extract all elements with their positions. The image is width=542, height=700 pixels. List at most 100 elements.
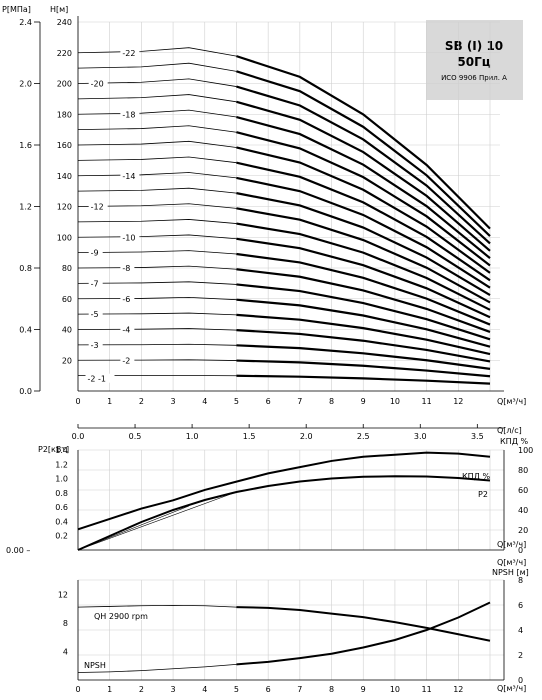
head-curve-stage-8-operating <box>236 268 491 333</box>
power-curve-label: P2 <box>478 490 488 499</box>
head-curve-stage-4-part-load <box>77 328 237 331</box>
stage-label-background <box>88 339 103 349</box>
y-tick-npsh: 2 <box>518 651 523 660</box>
y-tick-efficiency: 100 <box>518 446 533 455</box>
head-curve-stage-21-part-load <box>77 62 237 72</box>
x-tick-flow: 7 <box>297 397 302 406</box>
y-tick-power: 1.0 <box>55 475 68 484</box>
y-tick-power: 0.8 <box>55 489 68 498</box>
head-curve-stage-14-part-load <box>77 172 237 179</box>
head-curve-stage-17-part-load <box>77 125 237 133</box>
x-tick-flow: 1 <box>107 397 112 406</box>
head-curve-stage-22-operating <box>236 55 491 230</box>
x-tick-flow: 12 <box>453 397 463 406</box>
x-tick-flow: 2 <box>139 685 144 694</box>
stage-label-background <box>120 109 140 119</box>
y-tick-npsh: 0 <box>518 676 523 685</box>
head-curve-stage-12-part-load <box>77 203 237 209</box>
y-tick-pressure: 0.4 <box>19 326 32 335</box>
stage-label-background <box>120 232 140 242</box>
y-axis-pressure-label: P[МПа] <box>2 5 31 14</box>
x-tick-flow: 4 <box>202 685 207 694</box>
stage-label: -5 <box>91 310 99 319</box>
y-tick-head: 80 <box>62 264 72 273</box>
x-tick-flow: 8 <box>329 397 334 406</box>
head-curve-stage-9-part-load <box>77 250 237 255</box>
head-curve-stage-6-operating <box>236 298 491 348</box>
x-tick-flow: 11 <box>422 397 432 406</box>
y-tick-head-small: 8 <box>63 619 68 628</box>
head-curve-stage-1-operating <box>236 374 491 385</box>
head-curve-stage-3-operating <box>236 344 491 370</box>
y-tick-efficiency: 40 <box>518 506 528 515</box>
head-curve-stage-5-operating <box>236 313 491 356</box>
stage-label-background <box>120 170 140 180</box>
x-axis-flow-label: Q[м³/ч] <box>497 684 526 693</box>
x-tick-flow: 0 <box>75 685 80 694</box>
x-tick-flow: 9 <box>361 397 366 406</box>
stage-label: -20 <box>91 80 104 89</box>
y-tick-head: 60 <box>62 295 72 304</box>
stage-label-background <box>120 355 135 365</box>
power-efficiency-chart: P2[кВт] КПД % Q[м³/ч] 0.2 0.4 0.6 0.8 1.0 1.2 1.4… <box>6 437 533 555</box>
head-curve-stage-18-operating <box>236 115 491 260</box>
y-tick-power: 1.2 <box>55 460 68 469</box>
y-tick-pressure: 0.8 <box>19 264 32 273</box>
qh-curve-operating <box>236 606 491 642</box>
stage-label-background <box>88 278 103 288</box>
x2-tick-flow-ls: 2.0 <box>300 432 313 441</box>
stage-label: -10 <box>122 233 135 242</box>
efficiency-curve-label: КПД % <box>462 472 490 481</box>
y-tick-head: 120 <box>57 203 72 212</box>
head-curve-stage-12-operating <box>236 207 491 304</box>
head-curve-stage-4-operating <box>236 329 491 363</box>
head-curve-stage-18-part-load <box>77 109 237 118</box>
head-curve-stage-20-operating <box>236 85 491 245</box>
y-tick-efficiency: 80 <box>518 466 528 475</box>
x-tick-flow: 10 <box>390 397 400 406</box>
head-curve-stage-17-operating <box>236 131 491 267</box>
y-tick-head: 140 <box>57 172 72 181</box>
stage-label-background <box>88 309 103 319</box>
y-tick-npsh: 6 <box>518 601 523 610</box>
x-tick-flow: 0 <box>75 397 80 406</box>
head-curve-stage-20-part-load <box>77 78 237 87</box>
head-curve-stage-7-operating <box>236 283 491 341</box>
x-tick-flow: 10 <box>390 685 400 694</box>
x2-tick-flow-ls: 0.5 <box>129 432 142 441</box>
efficiency-guide-line <box>77 491 237 551</box>
y-tick-pressure: 1.6 <box>19 141 32 150</box>
head-curve-stage-19-part-load <box>77 94 237 103</box>
head-curve-stage-15-part-load <box>77 156 237 164</box>
stage-label: -22 <box>122 49 135 58</box>
head-curve-stage-13-part-load <box>77 187 237 194</box>
head-curve-stage-21-operating <box>236 70 491 237</box>
y-tick-power: 1.4 <box>55 446 68 455</box>
stage-label: -14 <box>122 172 135 181</box>
y-tick-head: 20 <box>62 356 72 365</box>
head-curve-stage-10-part-load <box>77 234 237 240</box>
head-curve-stage-11-part-load <box>77 219 237 224</box>
stage-label-background <box>88 247 103 257</box>
title-box: SB (I) 10 50Гц ИСО 9906 Прил. А <box>426 20 523 100</box>
x2-tick-flow-ls: 1.0 <box>186 432 199 441</box>
stage-label-background <box>88 78 108 88</box>
x2-axis-flow-ls-label: Q[л/с] <box>497 426 522 435</box>
stage-label: -18 <box>122 110 135 119</box>
x2-tick-flow-ls: 3.5 <box>471 432 484 441</box>
head-curve-stage-2-part-load <box>77 359 237 361</box>
npsh-curve-part-load <box>77 663 237 673</box>
x-tick-flow: 11 <box>422 685 432 694</box>
npsh-curve-label: NPSH <box>84 661 106 670</box>
stage-label: -2 -1 <box>88 375 107 384</box>
head-curve-stage-22-part-load <box>77 47 237 57</box>
x-tick-flow: 4 <box>202 397 207 406</box>
y-tick-head-small: 4 <box>63 647 68 656</box>
y-tick-efficiency: 0 <box>518 546 523 555</box>
x-tick-flow: 3 <box>171 397 176 406</box>
x-axis-flow-label: Q[м³/ч] <box>497 397 526 406</box>
title-standard: ИСО 9906 Прил. А <box>441 74 507 82</box>
x2-tick-flow-ls: 1.5 <box>243 432 256 441</box>
y-tick-head: 200 <box>57 80 72 89</box>
